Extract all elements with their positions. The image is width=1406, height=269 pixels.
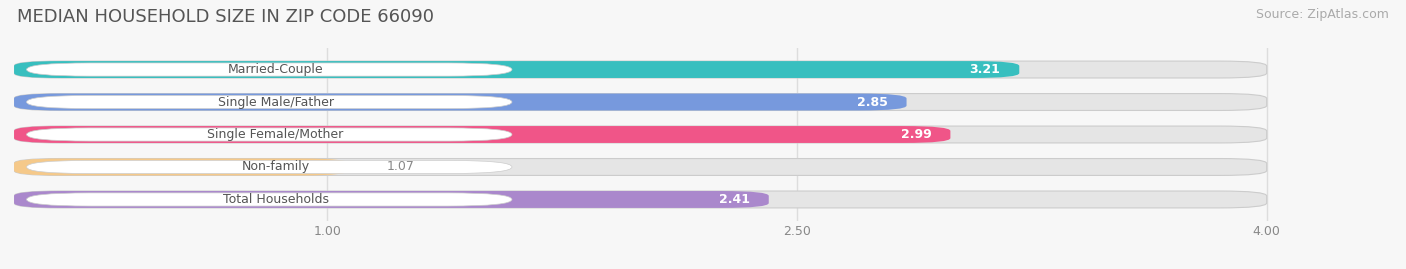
FancyBboxPatch shape xyxy=(14,191,1267,208)
Text: 2.41: 2.41 xyxy=(718,193,749,206)
FancyBboxPatch shape xyxy=(14,94,1267,111)
FancyBboxPatch shape xyxy=(14,61,1267,78)
Text: Non-family: Non-family xyxy=(242,161,309,174)
FancyBboxPatch shape xyxy=(14,158,349,175)
FancyBboxPatch shape xyxy=(14,61,1019,78)
FancyBboxPatch shape xyxy=(14,158,1267,175)
FancyBboxPatch shape xyxy=(14,191,769,208)
FancyBboxPatch shape xyxy=(27,63,512,76)
Text: 2.99: 2.99 xyxy=(901,128,932,141)
Text: 1.07: 1.07 xyxy=(387,161,415,174)
FancyBboxPatch shape xyxy=(27,95,512,109)
Text: 3.21: 3.21 xyxy=(970,63,1001,76)
FancyBboxPatch shape xyxy=(14,94,907,111)
Text: MEDIAN HOUSEHOLD SIZE IN ZIP CODE 66090: MEDIAN HOUSEHOLD SIZE IN ZIP CODE 66090 xyxy=(17,8,434,26)
FancyBboxPatch shape xyxy=(14,126,1267,143)
FancyBboxPatch shape xyxy=(27,128,512,141)
Text: 2.85: 2.85 xyxy=(856,95,887,108)
FancyBboxPatch shape xyxy=(27,160,512,174)
Text: Single Male/Father: Single Male/Father xyxy=(218,95,333,108)
FancyBboxPatch shape xyxy=(14,126,950,143)
Text: Source: ZipAtlas.com: Source: ZipAtlas.com xyxy=(1256,8,1389,21)
Text: Single Female/Mother: Single Female/Mother xyxy=(208,128,343,141)
Text: Total Households: Total Households xyxy=(222,193,329,206)
FancyBboxPatch shape xyxy=(27,193,512,206)
Text: Married-Couple: Married-Couple xyxy=(228,63,323,76)
